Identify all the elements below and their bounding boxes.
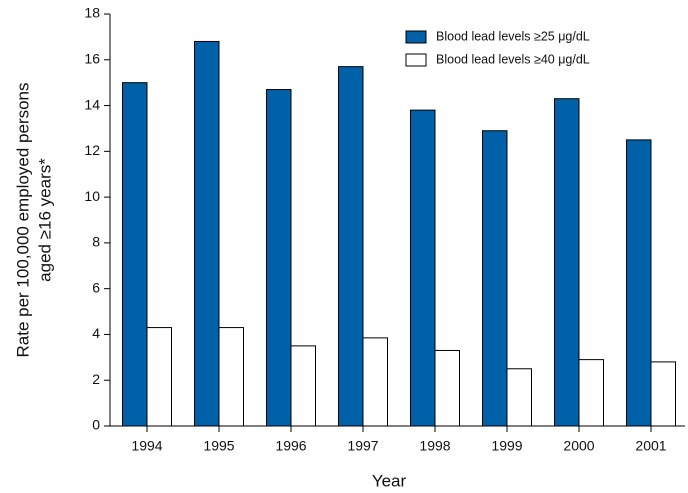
bar — [650, 361, 676, 427]
x-tick-label: 1998 — [419, 438, 450, 454]
y-axis-label: aged ≥16 years* — [35, 158, 54, 282]
x-tick-label: 1995 — [203, 438, 234, 454]
bar — [578, 359, 604, 427]
x-tick-label: 1994 — [131, 438, 162, 454]
bar — [290, 345, 316, 427]
y-tick-label: 16 — [84, 50, 100, 66]
x-tick-label: 1996 — [275, 438, 306, 454]
y-tick-label: 8 — [92, 234, 100, 250]
y-tick-label: 10 — [84, 188, 100, 204]
y-tick-label: 6 — [92, 279, 100, 295]
legend-swatch — [405, 53, 427, 67]
legend-swatch — [405, 30, 427, 44]
x-tick-label: 1999 — [491, 438, 522, 454]
legend-label: Blood lead levels ≥40 μg/dL — [436, 52, 590, 66]
bar — [218, 327, 244, 427]
bar — [410, 109, 436, 427]
bar — [146, 327, 172, 427]
bar — [482, 130, 508, 427]
bar — [554, 98, 580, 427]
bar — [338, 66, 364, 427]
x-tick-label: 2001 — [635, 438, 666, 454]
y-axis-label: Rate per 100,000 employed persons — [13, 82, 32, 357]
bar — [194, 40, 220, 427]
bar — [506, 368, 532, 427]
y-tick-label: 12 — [84, 142, 100, 158]
y-tick-label: 0 — [92, 417, 100, 433]
bar — [266, 89, 292, 427]
bar — [122, 82, 148, 427]
bar — [434, 349, 460, 427]
bar — [362, 337, 388, 427]
x-tick-label: 1997 — [347, 438, 378, 454]
bar — [626, 139, 652, 427]
y-tick-label: 18 — [84, 5, 100, 21]
legend-label: Blood lead levels ≥25 μg/dL — [436, 29, 590, 43]
y-tick-label: 4 — [92, 325, 100, 341]
y-tick-label: 14 — [84, 96, 100, 112]
y-tick-label: 2 — [92, 371, 100, 387]
x-axis-label: Year — [372, 471, 407, 490]
x-tick-label: 2000 — [563, 438, 594, 454]
